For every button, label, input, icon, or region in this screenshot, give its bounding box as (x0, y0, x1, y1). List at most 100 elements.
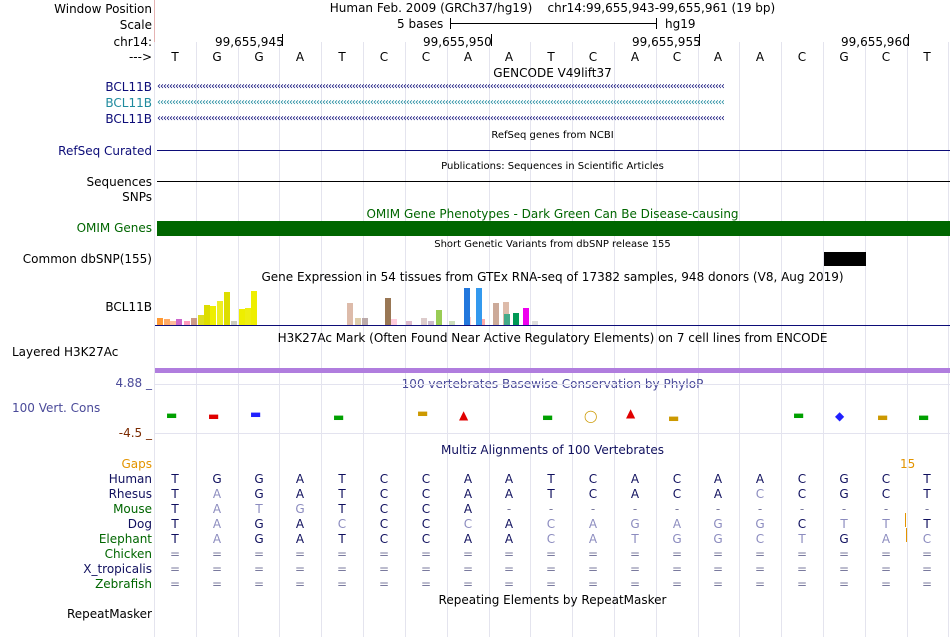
gtex-baseline (155, 325, 950, 326)
alignment-base: A (630, 472, 640, 486)
refseq-label[interactable]: RefSeq Curated (58, 144, 152, 158)
alignment-base: = (712, 547, 724, 561)
sequence-base: A (755, 50, 765, 64)
sequence-base: T (923, 50, 931, 64)
gtex-tissue-bar[interactable] (224, 292, 230, 325)
browser-tracks[interactable]: Human Feb. 2009 (GRCh37/hg19) chr14:99,6… (154, 0, 950, 637)
sequence-base: T (171, 50, 179, 64)
gtex-tissue-bar[interactable] (164, 319, 170, 325)
conservation-label[interactable]: 100 Vert. Cons (12, 401, 101, 415)
gtex-tissue-bar[interactable] (428, 321, 434, 325)
conservation-logo-icon: ◆ (835, 409, 845, 423)
gtex-tissue-bar[interactable] (436, 310, 442, 325)
omim-gene-bar[interactable] (157, 221, 950, 236)
gtex-tissue-bar[interactable] (449, 321, 455, 325)
coord-2: 99,655,950 (423, 35, 492, 49)
sequence-base: A (295, 50, 305, 64)
refseq-gene-line[interactable] (157, 150, 950, 151)
gtex-tissue-bar[interactable] (406, 321, 412, 325)
gtex-tissue-bar[interactable] (503, 302, 509, 325)
repeatmasker-label[interactable]: RepeatMasker (66, 607, 152, 621)
gtex-tissue-bar[interactable] (362, 318, 368, 325)
gtex-tissue-bar[interactable] (385, 298, 391, 325)
h3k27ac-label[interactable]: Layered H3K27Ac (12, 345, 119, 359)
gtex-tissue-bar[interactable] (532, 321, 538, 325)
gtex-tissue-bar[interactable] (239, 309, 245, 325)
alignment-base: T (171, 532, 179, 546)
alignment-base: C (922, 532, 932, 546)
sequences-label[interactable]: Sequences (86, 175, 152, 189)
h3k27ac-signal[interactable] (155, 368, 950, 373)
alignment-base: - (715, 502, 721, 516)
alignment-base: = (545, 577, 557, 591)
dbsnp-label[interactable]: Common dbSNP(155) (22, 252, 152, 266)
alignment-base: A (672, 517, 682, 531)
alignment-base: G (839, 532, 849, 546)
gencode-transcript-3[interactable]: ‹‹‹‹‹‹‹‹‹‹‹‹‹‹‹‹‹‹‹‹‹‹‹‹‹‹‹‹‹‹‹‹‹‹‹‹‹‹‹‹… (157, 113, 725, 124)
alignment-base: C (421, 472, 431, 486)
gtex-tissue-bar[interactable] (479, 319, 485, 325)
gtex-tissue-bar[interactable] (198, 315, 204, 325)
alignment-base: - (548, 502, 554, 516)
gtex-tissue-bar[interactable] (251, 291, 257, 325)
sequence-base: A (630, 50, 640, 64)
publications-title: Publications: Sequences in Scientific Ar… (441, 161, 664, 172)
alignment-base: A (295, 517, 305, 531)
base-grid-line (279, 42, 280, 637)
gencode-transcript-2[interactable]: ‹‹‹‹‹‹‹‹‹‹‹‹‹‹‹‹‹‹‹‹‹‹‹‹‹‹‹‹‹‹‹‹‹‹‹‹‹‹‹‹… (157, 97, 725, 108)
gtex-tissue-bar[interactable] (217, 301, 223, 325)
gtex-tissue-bar[interactable] (464, 288, 470, 325)
conservation-logo-icon: ▲ (459, 408, 469, 422)
gtex-tissue-bar[interactable] (184, 321, 190, 325)
alignment-base: = (253, 547, 265, 561)
snps-label[interactable]: SNPs (122, 190, 152, 204)
alignment-base: = (838, 562, 850, 576)
gtex-tissue-bar[interactable] (347, 303, 353, 325)
gencode-label-2[interactable]: BCL11B (105, 96, 152, 110)
gtex-tissue-bar[interactable] (523, 308, 529, 325)
gtex-tissue-bar[interactable] (421, 318, 427, 325)
gtex-tissue-bar[interactable] (245, 308, 251, 325)
gtex-tissue-bar[interactable] (493, 303, 499, 325)
conservation-logo-icon: ▬ (877, 410, 889, 424)
window-position-label: Window Position (54, 2, 152, 16)
gencode-label-1[interactable]: BCL11B (105, 80, 152, 94)
gtex-tissue-bar[interactable] (157, 318, 163, 325)
alignment-base: = (420, 547, 432, 561)
base-grid-line (781, 42, 782, 637)
sequences-line[interactable] (157, 181, 950, 182)
alignment-base: = (545, 547, 557, 561)
gtex-tissue-bar[interactable] (170, 321, 176, 325)
alignment-base: C (755, 532, 765, 546)
alignment-base: A (588, 532, 598, 546)
gtex-tissue-bar[interactable] (176, 319, 182, 325)
conservation-logo-icon: ▬ (250, 407, 262, 421)
base-grid-line (907, 42, 908, 637)
gencode-transcript-1[interactable]: ‹‹‹‹‹‹‹‹‹‹‹‹‹‹‹‹‹‹‹‹‹‹‹‹‹‹‹‹‹‹‹‹‹‹‹‹‹‹‹‹… (157, 81, 725, 92)
alignment-base: A (212, 487, 222, 501)
gtex-tissue-bar[interactable] (513, 313, 519, 325)
alignment-base: C (588, 487, 598, 501)
alignment-base: C (881, 472, 891, 486)
gtex-bar-chart[interactable] (155, 284, 950, 325)
alignment-base: T (171, 517, 179, 531)
alignment-base: = (462, 577, 474, 591)
alignment-base: = (378, 547, 390, 561)
dbsnp-variant[interactable] (824, 252, 866, 266)
alignment-base: - (674, 502, 680, 516)
gtex-tissue-bar[interactable] (391, 319, 397, 325)
alignment-base: T (547, 472, 555, 486)
gtex-tissue-bar[interactable] (191, 318, 197, 325)
gtex-tissue-bar[interactable] (210, 306, 216, 325)
alignment-base: = (545, 562, 557, 576)
gtex-tissue-bar[interactable] (504, 314, 510, 325)
alignment-base: = (629, 577, 641, 591)
gtex-tissue-bar[interactable] (231, 321, 237, 325)
gencode-label-3[interactable]: BCL11B (105, 112, 152, 126)
gtex-label[interactable]: BCL11B (105, 300, 152, 314)
omim-label[interactable]: OMIM Genes (76, 221, 152, 235)
gtex-tissue-bar[interactable] (476, 288, 482, 325)
gtex-tissue-bar[interactable] (204, 305, 210, 325)
gtex-tissue-bar[interactable] (355, 318, 361, 325)
alignment-base: = (712, 577, 724, 591)
